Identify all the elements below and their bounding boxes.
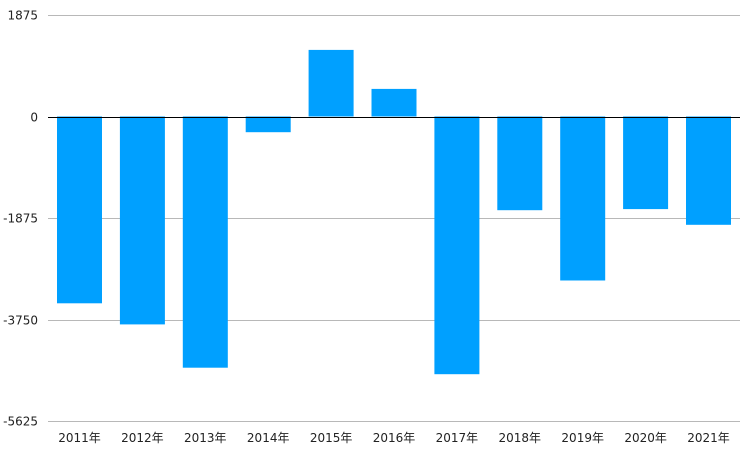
x-tick-label: 2011年 [58,431,101,445]
bar [119,116,165,325]
x-tick-label: 2016年 [373,431,416,445]
y-axis-ticks: 1875 0 -1875 -3750 -5625 [3,9,38,429]
bar [308,49,354,117]
y-tick-label: -1875 [3,212,38,226]
x-tick-label: 2018年 [499,431,542,445]
bar [560,116,606,281]
y-tick-label: 0 [30,111,38,125]
bar [434,116,480,375]
x-tick-label: 2020年 [624,431,667,445]
bar [182,116,228,368]
bar [57,116,102,304]
x-tick-label: 2017年 [436,431,479,445]
bar [623,116,669,210]
bar [686,116,731,225]
x-tick-label: 2012年 [121,431,164,445]
y-tick-label: -5625 [3,415,38,429]
y-tick-label: 1875 [7,9,38,23]
y-tick-label: -3750 [3,314,38,328]
bar [371,88,417,117]
x-tick-label: 2015年 [310,431,353,445]
bar [245,116,291,133]
x-tick-label: 2014年 [247,431,290,445]
x-tick-label: 2019年 [561,431,604,445]
bars [57,49,731,375]
x-axis-ticks: 2011年 2012年 2013年 2014年 2015年 2016年 2017年 2018年… [58,431,730,445]
x-tick-label: 2021年 [687,431,730,445]
x-tick-label: 2013年 [184,431,227,445]
bar [497,116,543,211]
